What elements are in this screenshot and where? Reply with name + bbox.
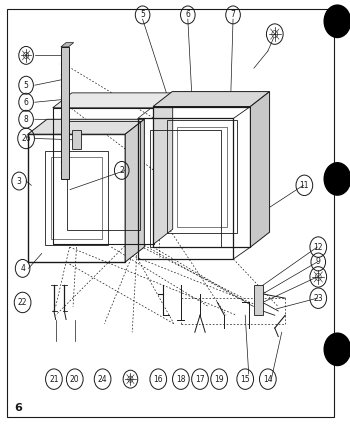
Text: 15: 15: [240, 374, 250, 384]
Text: 22: 22: [18, 298, 27, 307]
Polygon shape: [154, 93, 173, 244]
Circle shape: [324, 5, 350, 37]
Text: 2: 2: [119, 166, 124, 175]
Text: 6: 6: [24, 98, 28, 107]
Text: 23: 23: [314, 294, 323, 303]
Text: 16: 16: [153, 374, 163, 384]
Polygon shape: [125, 119, 144, 262]
Text: 20: 20: [70, 374, 79, 384]
Bar: [61, 47, 69, 179]
Text: 14: 14: [263, 374, 273, 384]
Text: 9: 9: [316, 257, 321, 267]
Polygon shape: [28, 119, 144, 134]
Text: 17: 17: [195, 374, 205, 384]
Text: 21: 21: [49, 374, 59, 384]
Circle shape: [324, 163, 350, 195]
Text: 19: 19: [214, 374, 224, 384]
Bar: [254, 285, 262, 315]
Polygon shape: [53, 93, 173, 108]
Text: 5: 5: [24, 81, 28, 90]
Polygon shape: [251, 92, 270, 247]
Bar: [72, 130, 81, 149]
Polygon shape: [153, 92, 270, 106]
Circle shape: [324, 333, 350, 366]
Text: 12: 12: [314, 242, 323, 252]
Text: 24: 24: [98, 374, 107, 384]
Text: 6: 6: [186, 10, 190, 20]
Text: 4: 4: [20, 264, 25, 273]
Text: 8: 8: [24, 115, 28, 124]
Text: 11: 11: [300, 181, 309, 190]
Text: 26: 26: [21, 134, 31, 143]
Polygon shape: [61, 43, 74, 47]
Text: 3: 3: [17, 176, 22, 186]
Text: 6: 6: [14, 403, 22, 413]
Text: 18: 18: [176, 374, 186, 384]
Text: 7: 7: [231, 10, 236, 20]
Text: 5: 5: [140, 10, 145, 20]
